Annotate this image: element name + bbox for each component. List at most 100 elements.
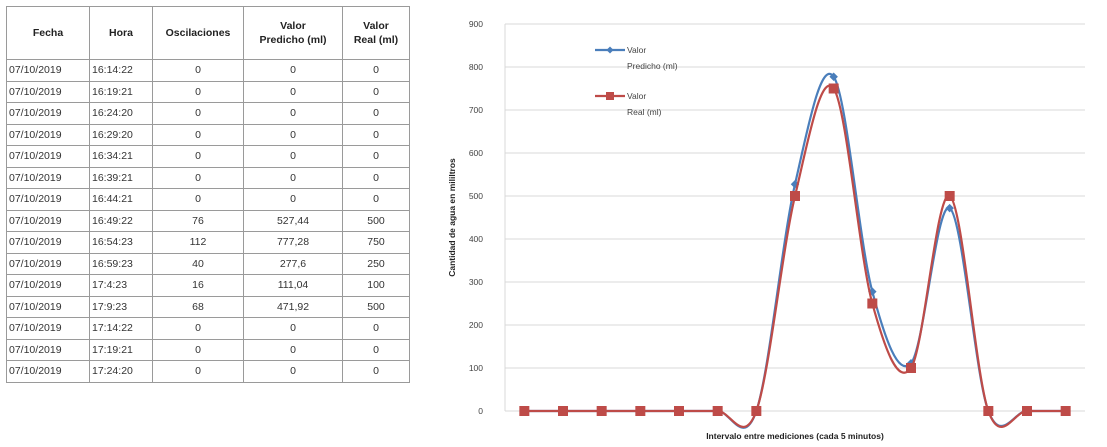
cell-valor-real: 0 — [342, 317, 410, 340]
cell-valor-real: 750 — [342, 231, 410, 254]
cell-hora: 16:14:22 — [89, 59, 153, 82]
cell-valor-predicho: 111,04 — [243, 274, 343, 297]
chart-area: 0 100 200 300 400 500 600 700 800 900 Intervalo en… — [430, 6, 1100, 442]
cell-fecha: 07/10/2019 — [6, 274, 90, 297]
header-real-line1: Valor — [363, 20, 389, 32]
table-row: 07/10/2019 16:49:22 76 527,44 500 — [6, 209, 410, 232]
y-tick-label: 500 — [469, 191, 483, 201]
table-row: 07/10/2019 16:19:21 0 0 0 — [6, 80, 410, 103]
table-row: 07/10/2019 16:34:21 0 0 0 — [6, 145, 410, 168]
cell-oscilaciones: 0 — [152, 59, 244, 82]
x-axis-title: Intervalo entre mediciones (cada 5 minut… — [706, 431, 884, 441]
cell-oscilaciones: 0 — [152, 317, 244, 340]
table-row: 07/10/2019 16:29:20 0 0 0 — [6, 123, 410, 146]
cell-hora: 16:49:22 — [89, 209, 153, 232]
cell-valor-predicho: 0 — [243, 166, 343, 189]
cell-valor-real: 500 — [342, 209, 410, 232]
y-tick-label: 400 — [469, 234, 483, 244]
header-oscilaciones: Oscilaciones — [152, 6, 244, 60]
table-row: 07/10/2019 16:24:20 0 0 0 — [6, 102, 410, 125]
cell-valor-real: 100 — [342, 274, 410, 297]
cell-valor-predicho: 0 — [243, 80, 343, 103]
data-point — [674, 406, 684, 416]
cell-valor-predicho: 0 — [243, 123, 343, 146]
data-point — [867, 298, 878, 309]
cell-fecha: 07/10/2019 — [6, 231, 90, 254]
y-axis-title: Cantidad de agua en mililtros — [447, 158, 457, 277]
data-point — [712, 406, 723, 416]
cell-valor-predicho: 527,44 — [243, 209, 343, 232]
cell-fecha: 07/10/2019 — [6, 360, 90, 383]
cell-hora: 16:39:21 — [89, 166, 153, 189]
table-row: 07/10/2019 17:9:23 68 471,92 500 — [6, 295, 410, 318]
cell-fecha: 07/10/2019 — [6, 80, 90, 103]
y-tick-label: 800 — [469, 62, 483, 72]
series-line — [524, 84, 1066, 428]
cell-fecha: 07/10/2019 — [6, 102, 90, 125]
cell-valor-predicho: 0 — [243, 59, 343, 82]
cell-fecha: 07/10/2019 — [6, 209, 90, 232]
cell-valor-predicho: 0 — [243, 360, 343, 383]
data-point — [596, 406, 607, 416]
data-point — [944, 191, 955, 201]
table-row: 07/10/2019 17:14:22 0 0 0 — [6, 317, 410, 340]
cell-valor-real: 0 — [342, 166, 410, 189]
cell-oscilaciones: 0 — [152, 145, 244, 168]
cell-fecha: 07/10/2019 — [6, 188, 90, 211]
y-tick-label: 300 — [469, 277, 483, 287]
table-row: 07/10/2019 16:39:21 0 0 0 — [6, 166, 410, 189]
cell-fecha: 07/10/2019 — [6, 317, 90, 340]
data-point — [828, 83, 839, 94]
cell-hora: 17:24:20 — [89, 360, 153, 383]
cell-hora: 17:4:23 — [89, 274, 153, 297]
table-row: 07/10/2019 16:44:21 0 0 0 — [6, 188, 410, 211]
data-point — [519, 406, 530, 416]
cell-fecha: 07/10/2019 — [6, 166, 90, 189]
cell-valor-real: 500 — [342, 295, 410, 318]
cell-valor-real: 0 — [342, 59, 410, 82]
cell-oscilaciones: 0 — [152, 123, 244, 146]
header-valor-real: Valor Real (ml) — [342, 6, 410, 60]
header-predicho-line1: Valor — [280, 20, 306, 32]
cell-oscilaciones: 76 — [152, 209, 244, 232]
table-row: 07/10/2019 17:24:20 0 0 0 — [6, 360, 410, 383]
cell-valor-real: 0 — [342, 188, 410, 211]
cell-oscilaciones: 0 — [152, 166, 244, 189]
cell-valor-real: 0 — [342, 102, 410, 125]
series-line — [524, 73, 1066, 429]
table-row: 07/10/2019 17:4:23 16 111,04 100 — [6, 274, 410, 297]
legend-label-line1: Valor — [627, 45, 646, 55]
legend-label-line2: Predicho (ml) — [627, 61, 678, 71]
data-point — [906, 363, 916, 373]
data-point — [829, 72, 838, 82]
cell-valor-predicho: 777,28 — [243, 231, 343, 254]
table-row: 07/10/2019 16:54:23 112 777,28 750 — [6, 231, 410, 254]
y-tick-label: 600 — [469, 148, 483, 158]
cell-valor-predicho: 0 — [243, 188, 343, 211]
legend-label-line2: Real (ml) — [627, 107, 662, 117]
table-row: 07/10/2019 16:14:22 0 0 0 — [6, 59, 410, 82]
cell-fecha: 07/10/2019 — [6, 252, 90, 275]
cell-valor-real: 0 — [342, 80, 410, 103]
cell-hora: 16:24:20 — [89, 102, 153, 125]
cell-oscilaciones: 40 — [152, 252, 244, 275]
data-point — [635, 406, 646, 416]
legend-label-line1: Valor — [627, 91, 646, 101]
table-row: 07/10/2019 17:19:21 0 0 0 — [6, 338, 410, 361]
cell-hora: 16:29:20 — [89, 123, 153, 146]
cell-oscilaciones: 0 — [152, 360, 244, 383]
cell-valor-predicho: 277,6 — [243, 252, 343, 275]
cell-oscilaciones: 16 — [152, 274, 244, 297]
cell-oscilaciones: 0 — [152, 102, 244, 125]
cell-valor-real: 0 — [342, 123, 410, 146]
data-point — [1022, 406, 1032, 416]
data-point — [751, 406, 762, 416]
cell-fecha: 07/10/2019 — [6, 338, 90, 361]
cell-oscilaciones: 68 — [152, 295, 244, 318]
data-table: Fecha Hora Oscilaciones Valor Predicho (… — [6, 6, 410, 383]
cell-hora: 16:59:23 — [89, 252, 153, 275]
cell-hora: 16:19:21 — [89, 80, 153, 103]
y-tick-label: 0 — [478, 406, 483, 416]
cell-fecha: 07/10/2019 — [6, 295, 90, 318]
data-point — [790, 191, 800, 201]
